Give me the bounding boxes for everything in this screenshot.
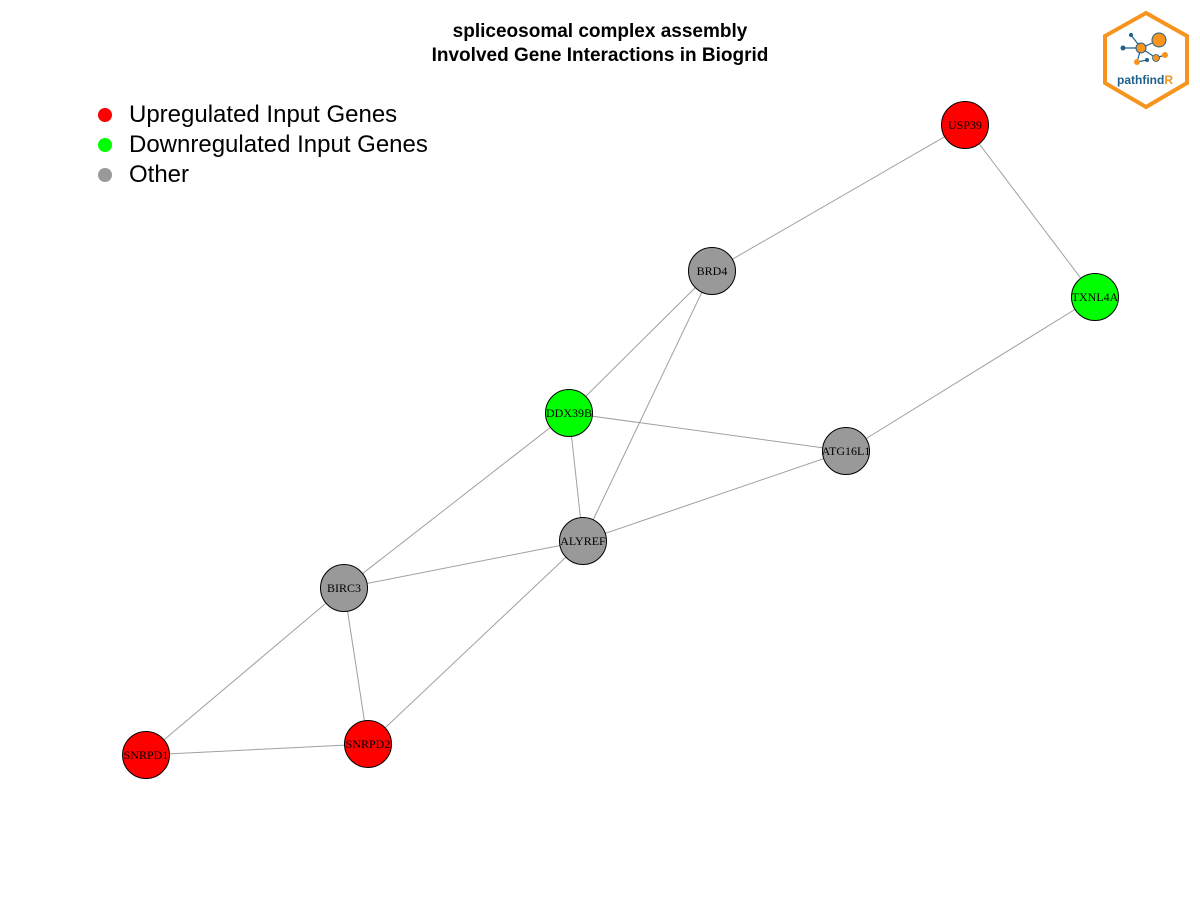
legend-item-upregulated: Upregulated Input Genes: [96, 100, 428, 130]
edge-snrpd1-snrpd2: [145, 743, 369, 756]
legend-label-upregulated: Upregulated Input Genes: [129, 101, 398, 128]
node-circle: [1071, 273, 1119, 321]
node-label: BRD4: [697, 264, 728, 278]
node-birc3[interactable]: BIRC3: [320, 564, 368, 612]
edge-ddx39b-atg16l1: [568, 412, 847, 452]
node-label: TXNL4A: [1072, 290, 1119, 304]
edge-usp39-brd4: [711, 124, 966, 272]
node-circle: [122, 731, 170, 779]
chart-title: spliceosomal complex assembly Involved G…: [0, 20, 1200, 68]
legend-item-downregulated: Downregulated Input Genes: [96, 130, 428, 160]
edge-atg16l1-alyref: [582, 450, 847, 542]
title-line-2: Involved Gene Interactions in Biogrid: [431, 45, 769, 66]
node-usp39[interactable]: USP39: [941, 101, 989, 149]
edge-alyref-snrpd2: [367, 540, 584, 745]
legend-dot-red-icon: [98, 108, 112, 122]
node-circle: [822, 427, 870, 475]
node-label: ATG16L1: [822, 444, 871, 458]
node-circle: [559, 517, 607, 565]
edge-brd4-alyref: [582, 270, 713, 542]
edge-ddx39b-birc3: [343, 412, 570, 589]
node-circle: [344, 720, 392, 768]
edges-layer: [145, 124, 1096, 756]
legend-item-other: Other: [96, 160, 428, 190]
node-label: ALYREF: [560, 534, 606, 548]
node-alyref[interactable]: ALYREF: [559, 517, 607, 565]
edge-brd4-ddx39b: [568, 270, 713, 414]
node-txnl4a[interactable]: TXNL4A: [1071, 273, 1119, 321]
legend-label-downregulated: Downregulated Input Genes: [129, 131, 428, 158]
node-snrpd1[interactable]: SNRPD1: [122, 731, 170, 779]
title-line-1: spliceosomal complex assembly: [452, 21, 748, 42]
node-circle: [941, 101, 989, 149]
svg-text:pathfindR: pathfindR: [1117, 73, 1173, 87]
node-label: SNRPD1: [124, 748, 169, 762]
edge-birc3-snrpd1: [145, 587, 345, 756]
edge-alyref-birc3: [343, 540, 584, 589]
legend-dot-green-icon: [98, 138, 112, 152]
node-ddx39b[interactable]: DDX39B: [545, 389, 593, 437]
node-circle: [545, 389, 593, 437]
node-snrpd2[interactable]: SNRPD2: [344, 720, 392, 768]
node-label: DDX39B: [546, 406, 592, 420]
legend-label-other: Other: [129, 161, 190, 188]
node-atg16l1[interactable]: ATG16L1: [822, 427, 871, 475]
pathfindr-logo: pathfindR: [1103, 10, 1189, 110]
node-brd4[interactable]: BRD4: [688, 247, 736, 295]
node-circle: [688, 247, 736, 295]
node-label: SNRPD2: [346, 737, 391, 751]
edge-birc3-snrpd2: [343, 587, 369, 745]
node-label: USP39: [948, 118, 982, 132]
nodes-layer: USP39 TXNL4A BRD4 DDX39B ATG16L1 ALYREF BIRC3 S…: [122, 101, 1119, 779]
logo-text-r: R: [1164, 73, 1173, 87]
node-circle: [320, 564, 368, 612]
node-label: BIRC3: [327, 581, 361, 595]
edge-usp39-txnl4a: [964, 124, 1096, 298]
logo-text-main: pathfind: [1117, 73, 1164, 87]
legend-dot-gray-icon: [98, 168, 112, 182]
legend: Upregulated Input Genes Downregulated In…: [96, 100, 428, 190]
edge-txnl4a-atg16l1: [845, 296, 1096, 452]
